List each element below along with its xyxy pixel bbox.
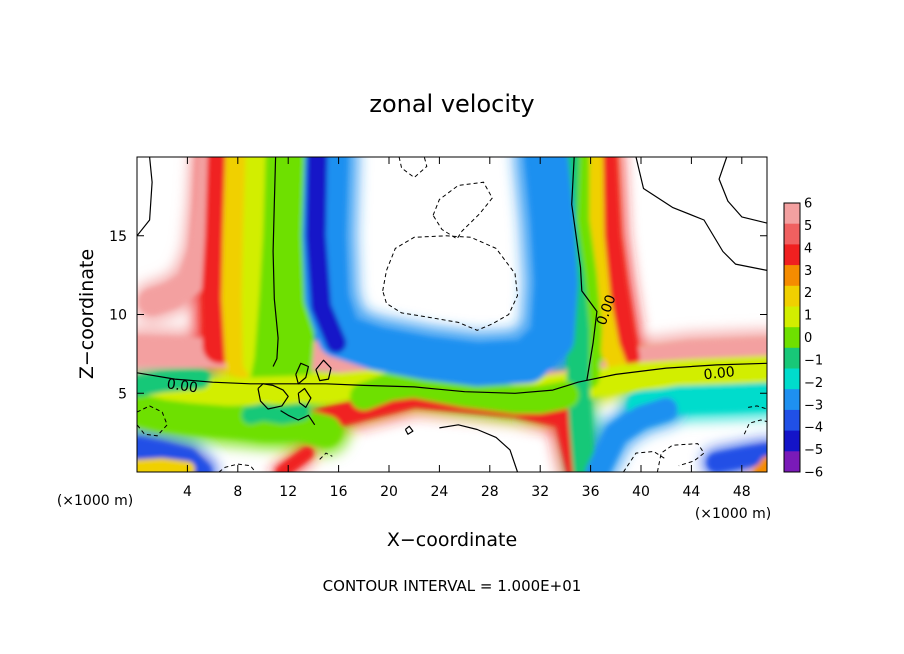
x-tick-label: 36 bbox=[582, 484, 600, 500]
contour-line bbox=[571, 157, 598, 381]
contour-line-negative bbox=[319, 452, 333, 460]
velocity-band bbox=[583, 157, 629, 380]
contour-line-negative bbox=[656, 443, 705, 472]
x-tick-label: 12 bbox=[279, 484, 297, 500]
plot-area bbox=[137, 157, 767, 472]
x-tick-label: 28 bbox=[481, 484, 499, 500]
contour-label: 0.00 bbox=[703, 364, 736, 383]
x-tick-label: 16 bbox=[330, 484, 348, 500]
colorbar-swatch bbox=[784, 285, 800, 307]
velocity-band bbox=[221, 157, 258, 379]
contour-line-negative bbox=[622, 450, 667, 472]
velocity-field bbox=[137, 157, 767, 472]
colorbar-swatch bbox=[784, 327, 800, 349]
colorbar-frame bbox=[783, 202, 801, 473]
contour-line-negative bbox=[137, 405, 168, 437]
contour-line-negative bbox=[398, 157, 428, 179]
colorbar-label: 2 bbox=[804, 286, 812, 301]
colorbar-swatch bbox=[784, 203, 800, 225]
contour-line-negative bbox=[218, 463, 256, 472]
colorbar-label: 1 bbox=[804, 309, 812, 324]
colorbar-label: −4 bbox=[804, 421, 823, 436]
contour-line-negative bbox=[748, 405, 767, 410]
y-tick-label: 15 bbox=[109, 229, 127, 245]
y-tick-label: 10 bbox=[109, 308, 127, 324]
velocity-band bbox=[594, 157, 640, 369]
colorbar-swatch bbox=[784, 244, 800, 266]
contour-line-negative bbox=[743, 419, 767, 435]
x-tick-label: 8 bbox=[233, 484, 242, 500]
colorbar-swatch bbox=[784, 306, 800, 328]
colorbar-label: 5 bbox=[804, 219, 812, 234]
contour-interval-note: CONTOUR INTERVAL = 1.000E+01 bbox=[323, 577, 582, 595]
x-tick-label: 40 bbox=[632, 484, 650, 500]
velocity-band bbox=[585, 397, 678, 472]
contour-line bbox=[315, 359, 332, 382]
colorbar-swatch bbox=[784, 430, 800, 452]
x-tick-label: 24 bbox=[430, 484, 448, 500]
colorbar-swatch bbox=[784, 368, 800, 390]
colorbar-label: 0 bbox=[804, 331, 812, 346]
colorbar-label: −6 bbox=[804, 466, 823, 481]
colorbar-label: −2 bbox=[804, 376, 823, 391]
colorbar-swatch bbox=[784, 265, 800, 287]
velocity-band bbox=[275, 446, 314, 472]
colorbar: 6 5 4 3 2 1 0 −1 −2 −3 −4 −5 −6 bbox=[783, 197, 823, 481]
x-axis-label: X−coordinate bbox=[387, 529, 517, 551]
x-tick-label: 20 bbox=[380, 484, 398, 500]
colorbar-label: 3 bbox=[804, 264, 812, 279]
x-unit-label-left: (×1000 m) bbox=[57, 493, 133, 509]
contour-line bbox=[280, 410, 316, 426]
contour-line bbox=[295, 362, 309, 385]
contour-line bbox=[297, 387, 312, 408]
x-unit-label-right: (×1000 m) bbox=[695, 506, 771, 522]
x-tick-label: 4 bbox=[183, 484, 192, 500]
contour-line-negative bbox=[382, 235, 519, 331]
colorbar-label: 6 bbox=[804, 197, 812, 212]
contour-line bbox=[137, 362, 767, 394]
velocity-band bbox=[137, 393, 342, 447]
contour-line bbox=[404, 425, 414, 435]
contour-label: 0.00 bbox=[166, 376, 199, 396]
contour-line bbox=[257, 383, 289, 410]
x-tick-label: 44 bbox=[682, 484, 700, 500]
velocity-band bbox=[566, 157, 602, 389]
velocity-band bbox=[754, 456, 767, 472]
colorbar-swatch bbox=[784, 409, 800, 431]
colorbar-label: −1 bbox=[804, 353, 823, 368]
colorbar-label: −3 bbox=[804, 398, 823, 413]
colorbar-swatch bbox=[784, 451, 800, 473]
velocity-band bbox=[246, 157, 324, 431]
contour-line bbox=[137, 157, 153, 237]
contour-line bbox=[439, 424, 519, 472]
colorbar-label: 4 bbox=[804, 241, 812, 256]
contour-line bbox=[272, 157, 279, 367]
contour-line bbox=[635, 157, 767, 271]
velocity-band bbox=[241, 403, 310, 425]
chart-title: zonal velocity bbox=[369, 90, 534, 118]
velocity-band bbox=[349, 369, 580, 414]
y-tick-label: 5 bbox=[118, 386, 127, 402]
x-tick-label: 32 bbox=[531, 484, 549, 500]
velocity-band bbox=[137, 458, 195, 472]
velocity-band bbox=[707, 443, 767, 472]
velocity-band bbox=[305, 157, 347, 353]
colorbar-label: −5 bbox=[804, 443, 823, 458]
colorbar-swatch bbox=[784, 347, 800, 369]
contour-line bbox=[718, 157, 767, 224]
y-axis-label: Z−coordinate bbox=[76, 249, 98, 379]
x-tick-label: 48 bbox=[733, 484, 751, 500]
colorbar-swatch bbox=[784, 389, 800, 411]
colorbar-swatch bbox=[784, 223, 800, 245]
contour-line-negative bbox=[432, 181, 493, 240]
contour-lines bbox=[137, 157, 767, 472]
